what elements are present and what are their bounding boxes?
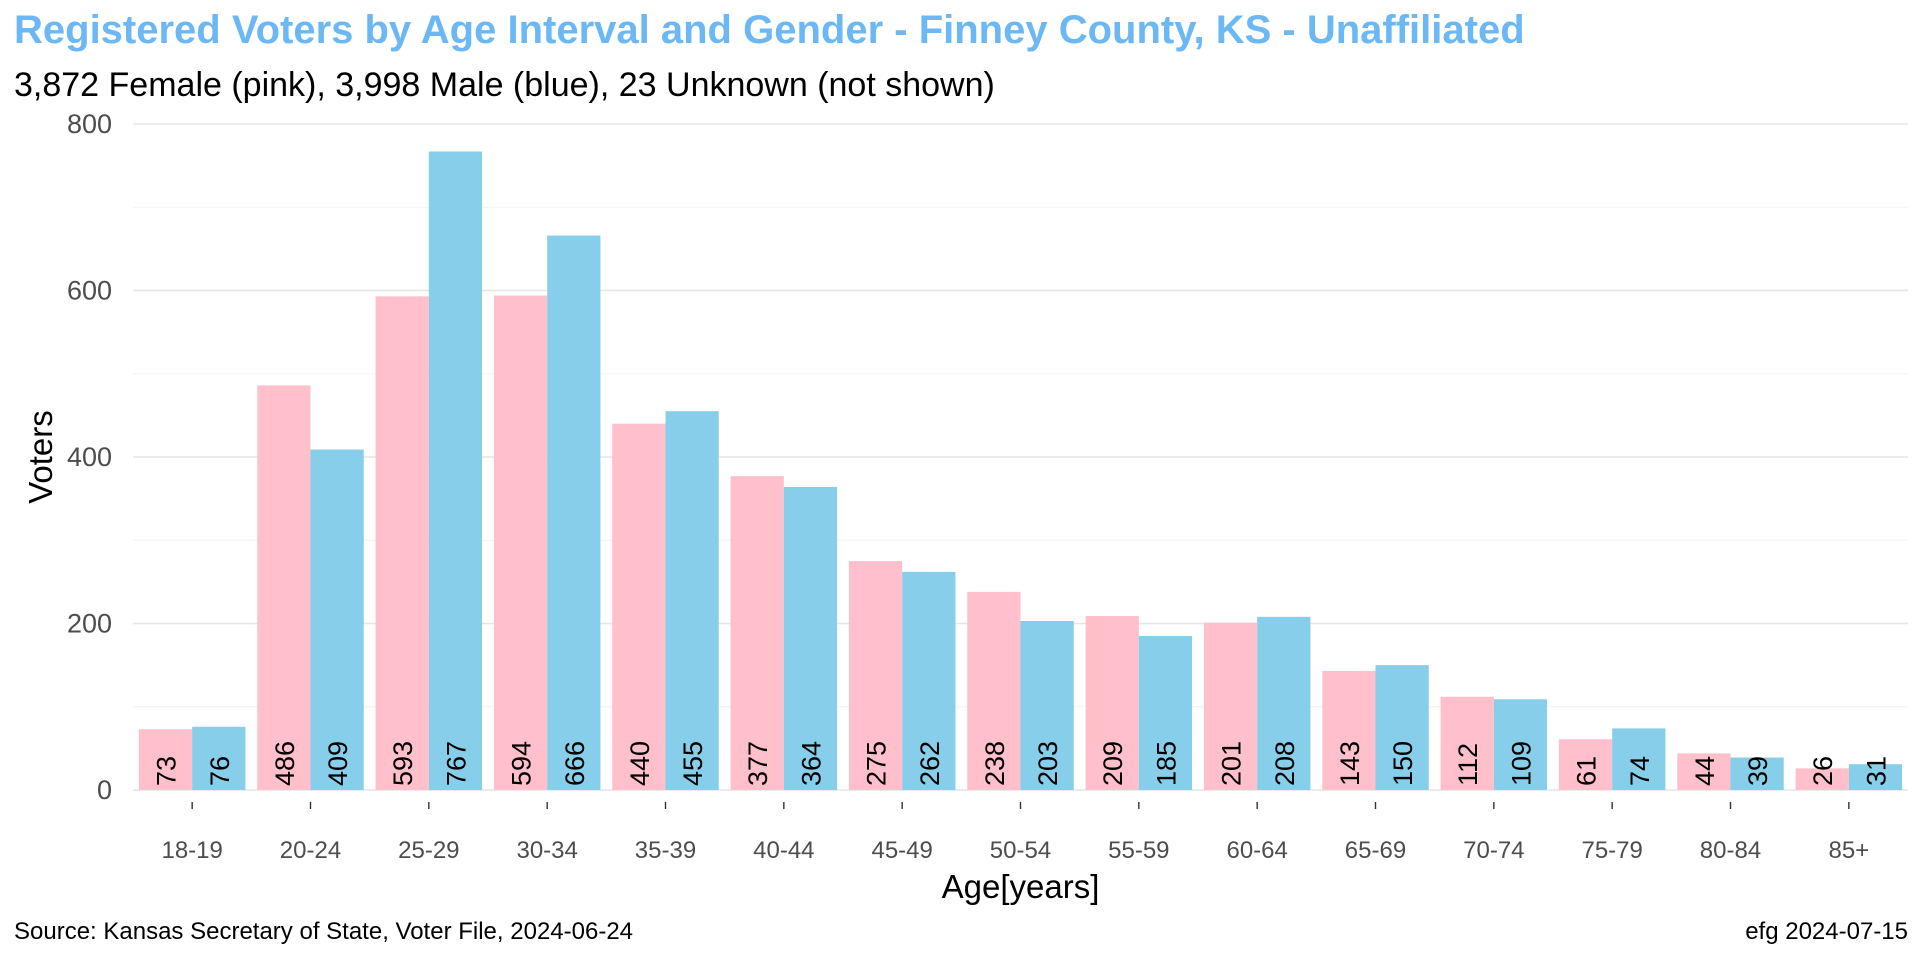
chart-subtitle: 3,872 Female (pink), 3,998 Male (blue), … <box>14 66 995 104</box>
bar-value-label: 76 <box>205 756 235 786</box>
chart-title: Registered Voters by Age Interval and Ge… <box>14 8 1525 52</box>
male-bar <box>1257 616 1311 790</box>
female-bar <box>1440 696 1494 790</box>
female-bar <box>612 423 666 790</box>
male-bar <box>1138 635 1193 790</box>
bar-value-label: 486 <box>270 741 300 786</box>
x-axis-title: Age[years] <box>942 868 1100 905</box>
x-tick-label: 40-44 <box>753 837 814 864</box>
x-tick-label: 20-24 <box>280 837 341 864</box>
female-bar <box>1203 622 1258 790</box>
male-bar <box>1848 764 1903 790</box>
x-axis-ticks: 18-19 20-24 25-29 30-34 35-39 40-44 45-49 50-54… <box>161 837 1869 864</box>
bar-value-label: 377 <box>743 741 773 786</box>
y-tick-label: 0 <box>97 775 112 805</box>
male-bar <box>428 151 483 790</box>
male-bar <box>902 571 956 790</box>
x-tick-label: 18-19 <box>161 837 222 864</box>
bar-value-label: 275 <box>862 741 892 786</box>
male-bar <box>547 235 601 790</box>
bar-value-label: 262 <box>915 741 945 786</box>
bar-value-label: 201 <box>1217 741 1247 786</box>
x-tick-label: 45-49 <box>871 837 932 864</box>
bar-value-label: 593 <box>388 741 418 786</box>
bar-value-label: 238 <box>980 741 1010 786</box>
female-bar <box>1795 768 1849 790</box>
x-tick-label: 75-79 <box>1581 837 1642 864</box>
male-bar <box>310 449 364 790</box>
bar-value-label: 61 <box>1572 756 1602 786</box>
female-bar <box>375 296 429 790</box>
x-tick-label: 70-74 <box>1463 837 1524 864</box>
bar-value-label: 594 <box>507 741 537 786</box>
bar-value-label: 26 <box>1808 756 1838 786</box>
bar-value-label: 44 <box>1690 756 1720 786</box>
bar-value-label: 31 <box>1861 756 1891 786</box>
y-tick-label: 800 <box>67 109 112 139</box>
y-tick-label: 200 <box>67 609 112 639</box>
female-bar <box>848 561 903 790</box>
bar-value-label: 112 <box>1453 743 1483 786</box>
bars: 73 76 486 409 593 767 594 666 440 455 377 364 275 262… <box>138 151 1903 809</box>
x-tick-label: 30-34 <box>516 837 577 864</box>
x-tick-label: 60-64 <box>1226 837 1287 864</box>
bar-value-label: 767 <box>441 741 471 786</box>
bar-value-label: 73 <box>152 756 182 786</box>
bar-value-label: 364 <box>796 741 826 786</box>
bar-value-label: 209 <box>1098 741 1128 786</box>
female-bar <box>257 385 311 790</box>
bar-value-label: 143 <box>1335 741 1365 786</box>
male-bar <box>665 411 719 790</box>
male-bar <box>1612 728 1666 790</box>
male-bar <box>783 486 838 790</box>
female-bar <box>138 729 193 790</box>
credit-note: efg 2024-07-15 <box>1745 918 1908 945</box>
bar-value-label: 109 <box>1506 741 1536 786</box>
female-bar <box>730 476 784 790</box>
y-axis-title: Voters <box>22 410 59 504</box>
bar-value-label: 409 <box>323 741 353 786</box>
x-tick-label: 55-59 <box>1108 837 1169 864</box>
female-bar <box>1322 670 1376 790</box>
bar-value-label: 203 <box>1033 741 1063 786</box>
male-bar <box>1493 699 1548 790</box>
x-tick-label: 25-29 <box>398 837 459 864</box>
bar-value-label: 150 <box>1388 741 1418 786</box>
x-tick-label: 50-54 <box>990 837 1051 864</box>
bar-value-label: 74 <box>1625 756 1655 786</box>
female-bar <box>1085 616 1139 790</box>
male-bar <box>192 726 246 790</box>
y-axis-ticks: 0 200 400 600 800 <box>67 109 112 805</box>
y-tick-label: 600 <box>67 276 112 306</box>
x-tick-label: 65-69 <box>1345 837 1406 864</box>
male-bar <box>1730 757 1784 790</box>
female-bar <box>1558 739 1613 790</box>
male-bar <box>1020 621 1074 790</box>
source-note: Source: Kansas Secretary of State, Voter… <box>14 918 634 945</box>
y-tick-label: 400 <box>67 442 112 472</box>
male-bar <box>1375 665 1429 790</box>
x-tick-label: 85+ <box>1828 837 1869 864</box>
bar-value-label: 455 <box>678 741 708 786</box>
x-tick-label: 80-84 <box>1700 837 1761 864</box>
female-bar <box>1677 753 1731 790</box>
bar-value-label: 666 <box>560 741 590 786</box>
female-bar <box>967 591 1021 790</box>
bar-value-label: 440 <box>625 741 655 786</box>
female-bar <box>493 295 548 790</box>
x-tick-label: 35-39 <box>635 837 696 864</box>
bar-value-label: 39 <box>1743 756 1773 786</box>
bar-value-label: 208 <box>1270 741 1300 786</box>
bar-value-label: 185 <box>1151 741 1181 786</box>
